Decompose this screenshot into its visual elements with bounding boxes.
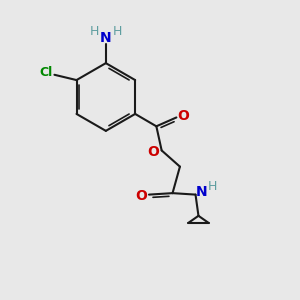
- Text: H: H: [112, 25, 122, 38]
- Text: H: H: [208, 180, 217, 193]
- Text: O: O: [136, 189, 148, 203]
- Text: O: O: [148, 145, 159, 159]
- Text: N: N: [196, 185, 208, 199]
- Text: O: O: [177, 109, 189, 123]
- Text: Cl: Cl: [39, 66, 52, 79]
- Text: H: H: [90, 25, 99, 38]
- Text: N: N: [100, 31, 112, 44]
